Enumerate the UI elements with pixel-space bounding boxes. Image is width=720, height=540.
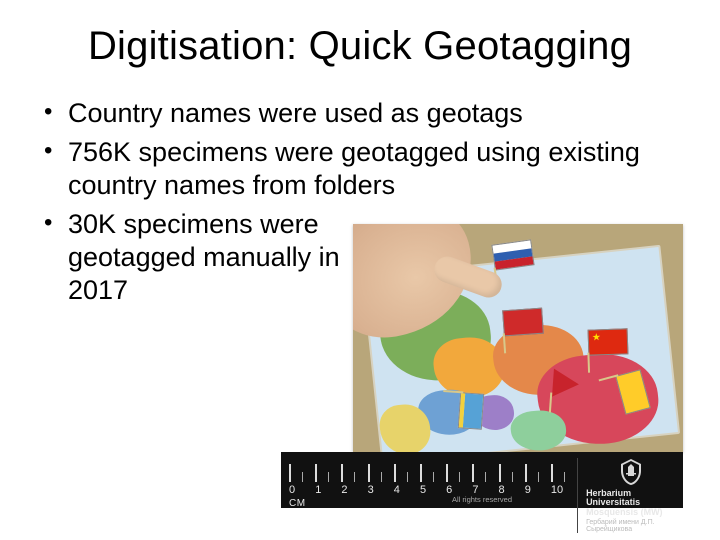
- slide-title: Digitisation: Quick Geotagging: [40, 24, 680, 69]
- flag-nepal-icon: [552, 369, 594, 398]
- rights-text: All rights reserved: [452, 495, 512, 504]
- herbarium-logo-icon: [619, 458, 643, 486]
- flag-mongolia-icon: [502, 308, 544, 337]
- bullet-item: 756K specimens were geotagged using exis…: [40, 136, 680, 202]
- flag-russia-icon: [491, 239, 534, 270]
- bullet-text: 30K specimens were geotagged manually in…: [68, 209, 340, 305]
- ruler-ticks: [289, 460, 577, 482]
- flag-china-icon: ★: [588, 328, 629, 355]
- flag-kazakhstan-icon: [458, 392, 484, 430]
- photo-map-with-flags: ★: [353, 224, 683, 452]
- herbarium-scale-bar: 012 345 678 910 CM All rights reserved H…: [281, 452, 683, 508]
- bullet-text: 756K specimens were geotagged using exis…: [68, 137, 640, 200]
- slide: Digitisation: Quick Geotagging Country n…: [0, 0, 720, 540]
- ruler: 012 345 678 910 CM All rights reserved: [289, 458, 577, 509]
- herbarium-credit: Herbarium Universitatis Mosquensis (MW) …: [577, 458, 675, 533]
- bullet-item: Country names were used as geotags: [40, 97, 680, 130]
- bullet-text: Country names were used as geotags: [68, 98, 523, 128]
- herbarium-subtitle: Гербарий имени Д.П. Сырейщикова: [586, 519, 675, 533]
- herbarium-name: Herbarium Universitatis Mosquensis (MW): [586, 489, 675, 517]
